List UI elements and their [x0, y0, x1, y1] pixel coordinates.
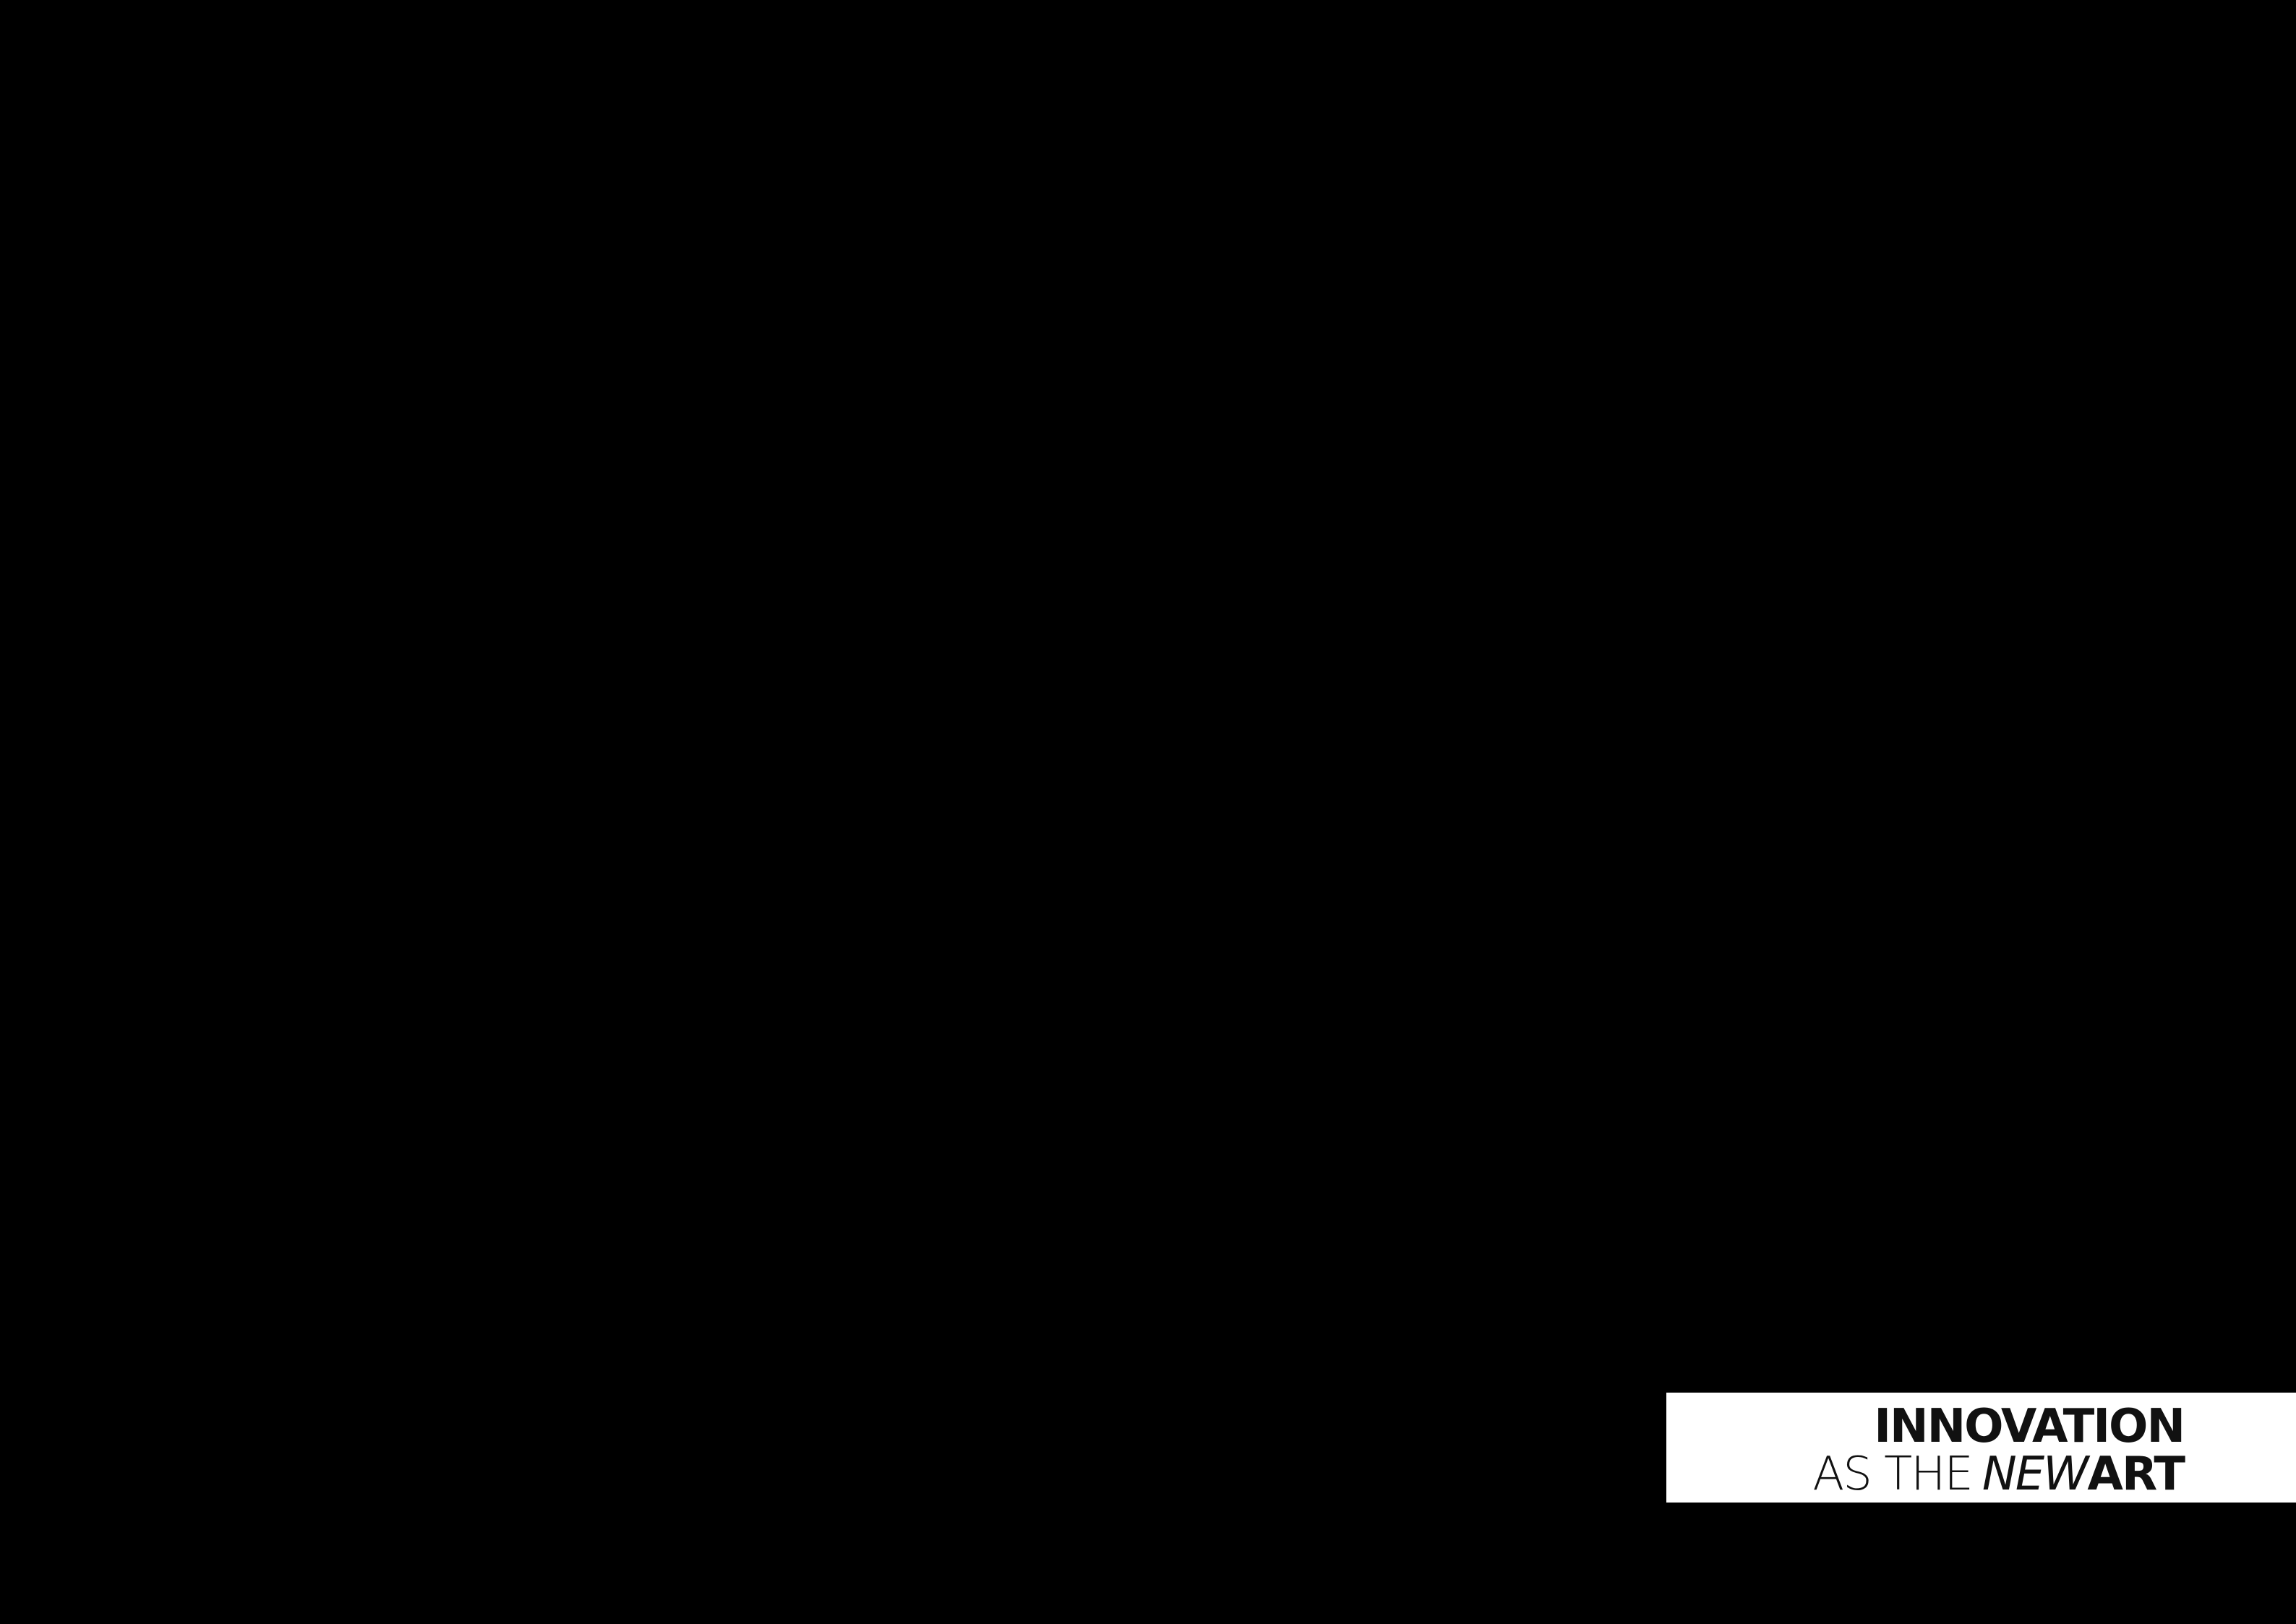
title-art: ART	[2087, 1448, 2184, 1501]
title-new: NEW	[1982, 1448, 2088, 1501]
dot-pattern	[0, 0, 2296, 1624]
poster: INNOVATION AS THENEWART	[0, 0, 2296, 1624]
title-line-1: INNOVATION	[1812, 1403, 2184, 1450]
title-as-the: AS THE	[1812, 1448, 1971, 1501]
